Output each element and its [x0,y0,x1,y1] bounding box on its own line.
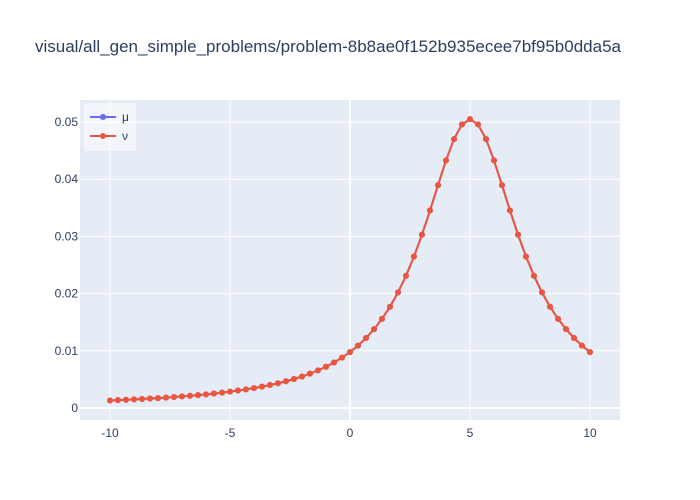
point [579,342,586,349]
legend-marker [100,133,106,139]
point [426,207,433,214]
point [539,289,545,296]
x-tick-label: -10 [101,426,119,440]
point [131,396,137,403]
point [474,121,481,128]
point [107,397,113,404]
point [522,253,529,260]
point [354,342,361,349]
point [282,378,289,385]
point [498,182,505,189]
point [275,380,281,387]
point [162,394,169,401]
point [186,392,193,399]
point [330,359,337,366]
point [114,397,121,404]
point [515,231,521,238]
legend-box [84,103,136,151]
point [483,136,490,143]
point [570,335,577,342]
point [267,382,274,389]
point [258,383,265,390]
x-tick-label: 0 [347,426,354,440]
point [179,393,185,400]
y-tick-label: 0.03 [55,229,79,243]
point [387,303,394,310]
point [546,303,553,310]
point [339,354,346,361]
point [395,289,401,296]
point [587,349,593,356]
legend-marker [100,114,106,120]
point [251,385,257,392]
y-tick-label: 0 [71,401,78,415]
point [234,387,241,394]
point [155,395,161,402]
chart-title: visual/all_gen_simple_problems/problem-8… [35,37,622,56]
point [299,373,305,380]
point [378,315,385,322]
point [243,386,250,393]
point [507,207,514,214]
point [435,182,442,189]
point [347,349,353,356]
legend-label: μ [122,110,129,124]
point [219,389,226,396]
point [291,375,298,382]
point [171,394,178,401]
point [147,395,154,402]
point [467,116,473,123]
point [411,253,418,260]
y-tick-label: 0.02 [55,287,79,301]
point [227,388,233,395]
point [315,367,322,374]
point [450,136,457,143]
point [555,315,562,322]
point [306,370,313,377]
point [419,231,425,238]
point [402,272,409,279]
y-tick-label: 0.01 [55,344,79,358]
point [363,335,370,342]
point [123,396,130,403]
x-tick-label: -5 [225,426,236,440]
y-tick-label: 0.04 [55,172,79,186]
point [491,157,497,164]
point [195,392,202,399]
plot-layer [107,116,593,404]
legend-label: ν [122,129,128,143]
point [210,390,217,397]
point [323,363,329,370]
point [138,395,145,402]
y-tick-label: 0.05 [55,115,79,129]
point [563,326,569,333]
point [371,326,377,333]
point [443,157,449,164]
point [203,391,209,398]
point [459,121,466,128]
x-tick-label: 10 [583,426,597,440]
x-tick-label: 5 [467,426,474,440]
point [531,272,538,279]
